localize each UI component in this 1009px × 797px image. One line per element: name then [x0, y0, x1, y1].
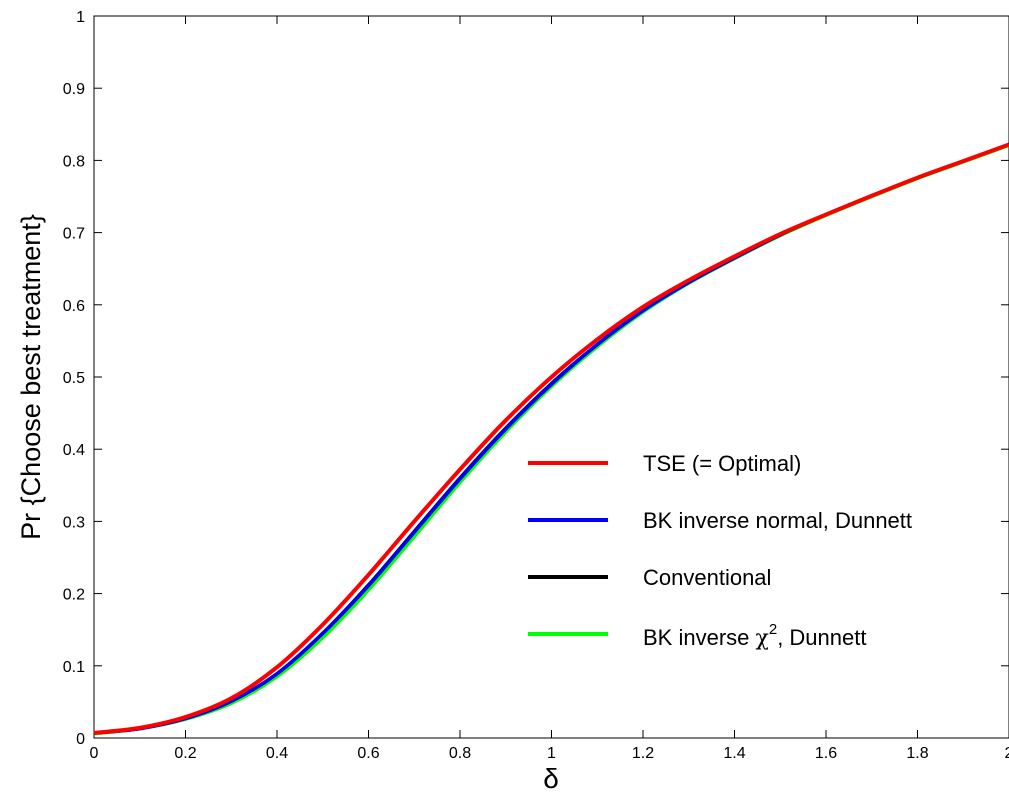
x-tick-label: 1.4	[723, 745, 745, 762]
series-line-tse-optimal	[93, 142, 1009, 735]
y-tick-label: 0.9	[63, 81, 85, 98]
y-tick-label: 1	[76, 9, 85, 26]
x-tick-label: 1.6	[815, 745, 837, 762]
y-tick-label: 0.3	[63, 514, 85, 531]
legend-label-bk-inverse-chi2-prefix: BK inverse	[643, 625, 756, 650]
x-tick-label: 0	[90, 745, 99, 762]
x-tick-label: 1.2	[632, 745, 654, 762]
legend-label-bk-inverse-normal: BK inverse normal, Dunnett	[643, 508, 912, 533]
x-tick-label: 0.8	[449, 745, 471, 762]
y-tick-label: 0.8	[63, 153, 85, 170]
y-tick-label: 0.2	[63, 587, 85, 604]
y-tick-label: 0.1	[63, 659, 85, 676]
legend-label-tse: TSE (= Optimal)	[643, 451, 801, 476]
y-tick-label: 0.7	[63, 226, 85, 243]
chi-superscript: 2	[769, 621, 777, 638]
x-axis-title: δ	[543, 763, 559, 794]
x-tick-label: 0.6	[357, 745, 379, 762]
y-tick-label: 0.5	[63, 370, 85, 387]
y-tick-label: 0.4	[63, 442, 85, 459]
series-lines	[93, 142, 1009, 736]
chi-symbol: χ	[756, 626, 769, 651]
x-tick-label: 2	[1005, 745, 1009, 762]
y-axis-ticks: 0 0.1 0.2 0.3 0.4 0.5 0.6 0.7 0.8 0.9 1	[63, 9, 1009, 748]
legend-label-bk-inverse-chi2: BK inverse χ2, Dunnett	[643, 621, 866, 651]
x-axis-ticks: 0 0.2 0.4 0.6 0.8 1 1.2 1.4 1.6 1.8 2	[90, 16, 1009, 762]
x-tick-label: 1	[547, 745, 556, 762]
legend-label-bk-inverse-chi2-suffix: , Dunnett	[777, 625, 866, 650]
x-tick-label: 0.2	[174, 745, 196, 762]
legend-label-conventional: Conventional	[643, 565, 771, 590]
x-tick-label: 1.8	[906, 745, 928, 762]
y-tick-label: 0.6	[63, 298, 85, 315]
y-tick-label: 0	[76, 731, 85, 748]
x-tick-label: 0.4	[266, 745, 288, 762]
y-axis-title: Pr {Choose best treatment}	[16, 214, 46, 540]
legend: TSE (= Optimal) BK inverse normal, Dunne…	[528, 451, 912, 651]
